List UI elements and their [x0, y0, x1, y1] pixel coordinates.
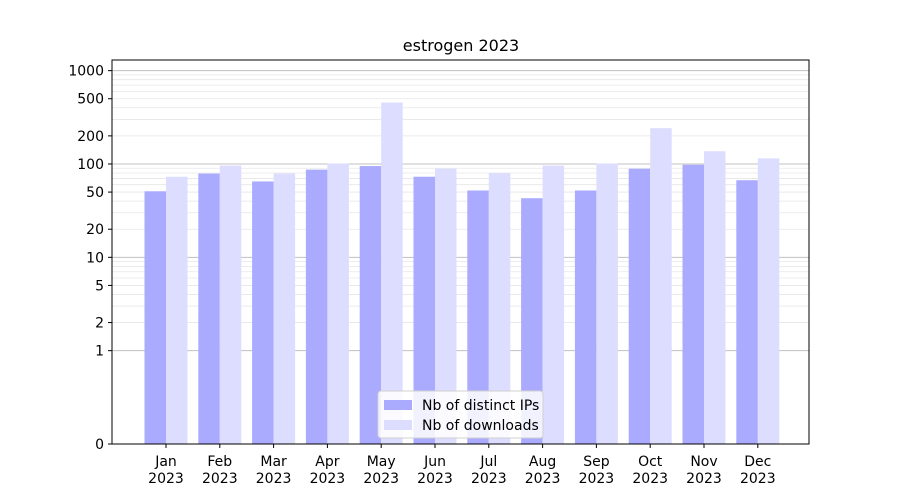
x-tick-label-month: May: [367, 454, 396, 470]
bar-downloads-sep: [596, 163, 618, 444]
x-tick-label-year: 2023: [256, 471, 292, 487]
bar-downloads-jul: [488, 173, 511, 444]
x-tick-label-year: 2023: [579, 471, 615, 487]
x-tick-label-month: Nov: [690, 454, 717, 470]
x-tick-label-year: 2023: [202, 471, 238, 487]
bar-distinct-ips-may: [359, 166, 382, 444]
y-tick-label: 200: [77, 129, 104, 145]
x-tick-label-month: Jul: [479, 454, 497, 470]
bar-distinct-ips-jun: [413, 176, 435, 444]
bar-downloads-may: [381, 102, 403, 444]
bar-downloads-feb: [219, 165, 242, 444]
legend-swatch: [384, 400, 412, 410]
x-tick-label-month: Oct: [638, 454, 663, 470]
x-tick-label-month: Sep: [583, 454, 610, 470]
bar-downloads-apr: [327, 163, 349, 444]
x-tick-label-year: 2023: [363, 471, 399, 487]
bar-downloads-jan: [166, 176, 188, 444]
x-tick-label-month: Dec: [744, 454, 771, 470]
x-tick-label-year: 2023: [632, 471, 668, 487]
legend-label: Nb of downloads: [422, 418, 539, 434]
y-tick-label: 0: [95, 437, 104, 453]
bar-downloads-jun: [435, 168, 457, 444]
plot-frame: [111, 59, 810, 445]
x-tick-label-year: 2023: [417, 471, 453, 487]
legend-swatch: [384, 420, 412, 430]
x-tick-label-year: 2023: [525, 471, 561, 487]
y-tick-label: 500: [77, 92, 104, 108]
x-tick-label-year: 2023: [148, 471, 184, 487]
bar-distinct-ips-apr: [305, 169, 328, 444]
bar-distinct-ips-feb: [198, 173, 220, 445]
x-tick-label-month: Apr: [315, 454, 339, 470]
chart-title: estrogen 2023: [403, 36, 519, 55]
bar-downloads-dec: [757, 158, 780, 444]
bar-distinct-ips-sep: [574, 190, 597, 444]
bar-distinct-ips-oct: [628, 168, 651, 444]
x-tick-label-year: 2023: [686, 471, 722, 487]
y-tick-label: 20: [86, 222, 104, 238]
bar-distinct-ips-nov: [682, 164, 704, 445]
y-tick-label: 10: [86, 250, 104, 266]
bars-layer: [144, 102, 780, 445]
y-tick-label: 100: [77, 157, 104, 173]
bar-downloads-aug: [542, 165, 565, 444]
legend-box: [377, 390, 544, 439]
bar-distinct-ips-aug: [521, 198, 543, 444]
y-axis: 0 1 2 5 10 20 50 100 200 500 1000: [68, 64, 112, 453]
bar-downloads-oct: [650, 128, 672, 445]
bar-distinct-ips-jul: [467, 190, 489, 444]
x-tick-label-year: 2023: [310, 471, 346, 487]
x-tick-label-month: Feb: [207, 454, 232, 470]
legend-label: Nb of distinct IPs: [422, 398, 539, 414]
bar-distinct-ips-jan: [144, 191, 166, 444]
y-tick-label: 1000: [68, 64, 104, 80]
y-tick-label: 5: [95, 278, 104, 294]
bar-distinct-ips-mar: [252, 181, 274, 444]
x-tick-label-month: Mar: [260, 454, 287, 470]
x-tick-label-month: Jun: [423, 454, 446, 470]
y-tick-label: 1: [95, 344, 104, 360]
y-tick-label: 50: [86, 185, 104, 201]
bar-distinct-ips-dec: [736, 180, 758, 445]
y-tick-label: 2: [95, 316, 104, 332]
bar-downloads-mar: [273, 173, 296, 445]
bar-downloads-nov: [704, 151, 726, 444]
x-tick-label-year: 2023: [740, 471, 776, 487]
x-tick-label-year: 2023: [471, 471, 507, 487]
x-tick-label-month: Jan: [154, 454, 177, 470]
legend: Nb of distinct IPs Nb of downloads: [377, 390, 544, 439]
x-tick-label-month: Aug: [529, 454, 556, 470]
x-axis: Jan2023Feb2023Mar2023Apr2023May2023Jun20…: [148, 444, 776, 487]
